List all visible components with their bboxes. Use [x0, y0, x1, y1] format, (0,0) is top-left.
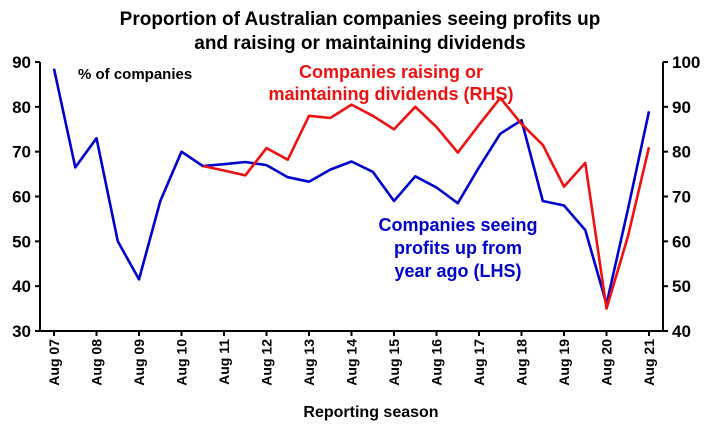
dividends-series-label: maintaining dividends (RHS) — [268, 84, 513, 104]
x-tick-label: Aug 07 — [46, 339, 62, 386]
x-tick-label: Aug 17 — [471, 339, 487, 386]
dividends-series-label: Companies raising or — [299, 62, 483, 82]
profits-series-label: Companies seeing — [378, 215, 537, 235]
left-tick-label: 70 — [12, 143, 31, 162]
right-tick-label: 100 — [672, 53, 700, 72]
right-tick-label: 60 — [672, 232, 691, 251]
right-tick-label: 50 — [672, 277, 691, 296]
x-tick-label: Aug 15 — [386, 339, 402, 386]
profits-series-label: profits up from — [394, 238, 522, 258]
left-tick-label: 90 — [12, 53, 31, 72]
left-tick-label: 80 — [12, 98, 31, 117]
x-tick-label: Aug 14 — [344, 339, 360, 386]
axes: 30 40 50 60 70 80 90 40 50 60 70 80 90 100 Aug 07 Aug 0… — [12, 53, 700, 386]
left-tick-label: 30 — [12, 322, 31, 341]
x-tick-label: Aug 16 — [429, 339, 445, 386]
left-tick-label: 60 — [12, 188, 31, 207]
x-tick-label: Aug 08 — [89, 339, 105, 386]
dividends-line-rhs — [202, 96, 651, 310]
left-tick-label: 40 — [12, 277, 31, 296]
chart-title: Proportion of Australian companies seein… — [120, 9, 601, 54]
profits-series-label: year ago (LHS) — [394, 261, 521, 281]
x-tick-label: Aug 21 — [641, 339, 657, 386]
left-axis-unit-label: % of companies — [78, 66, 192, 83]
series-lines — [52, 68, 651, 310]
x-tick-label: Aug 13 — [301, 339, 317, 386]
x-axis-title: Reporting season — [303, 404, 438, 421]
x-tick-label: Aug 12 — [259, 339, 275, 386]
chart-title-line-2: and raising or maintaining dividends — [194, 33, 526, 54]
x-tick-label: Aug 11 — [216, 339, 232, 385]
profits-up-line-lhs — [52, 68, 651, 306]
right-tick-label: 40 — [672, 322, 691, 341]
series-labels: Companies seeing profits up from year ago … — [268, 62, 537, 281]
right-tick-label: 90 — [672, 98, 691, 117]
chart-title-line-1: Proportion of Australian companies seein… — [120, 9, 601, 30]
x-tick-label: Aug 10 — [174, 339, 190, 386]
x-tick-label: Aug 20 — [599, 339, 615, 386]
right-tick-label: 70 — [672, 188, 691, 207]
x-tick-label: Aug 09 — [131, 339, 147, 386]
left-tick-label: 50 — [12, 232, 31, 251]
x-tick-label: Aug 19 — [556, 339, 572, 386]
x-tick-label: Aug 18 — [514, 339, 530, 386]
right-tick-label: 80 — [672, 143, 691, 162]
